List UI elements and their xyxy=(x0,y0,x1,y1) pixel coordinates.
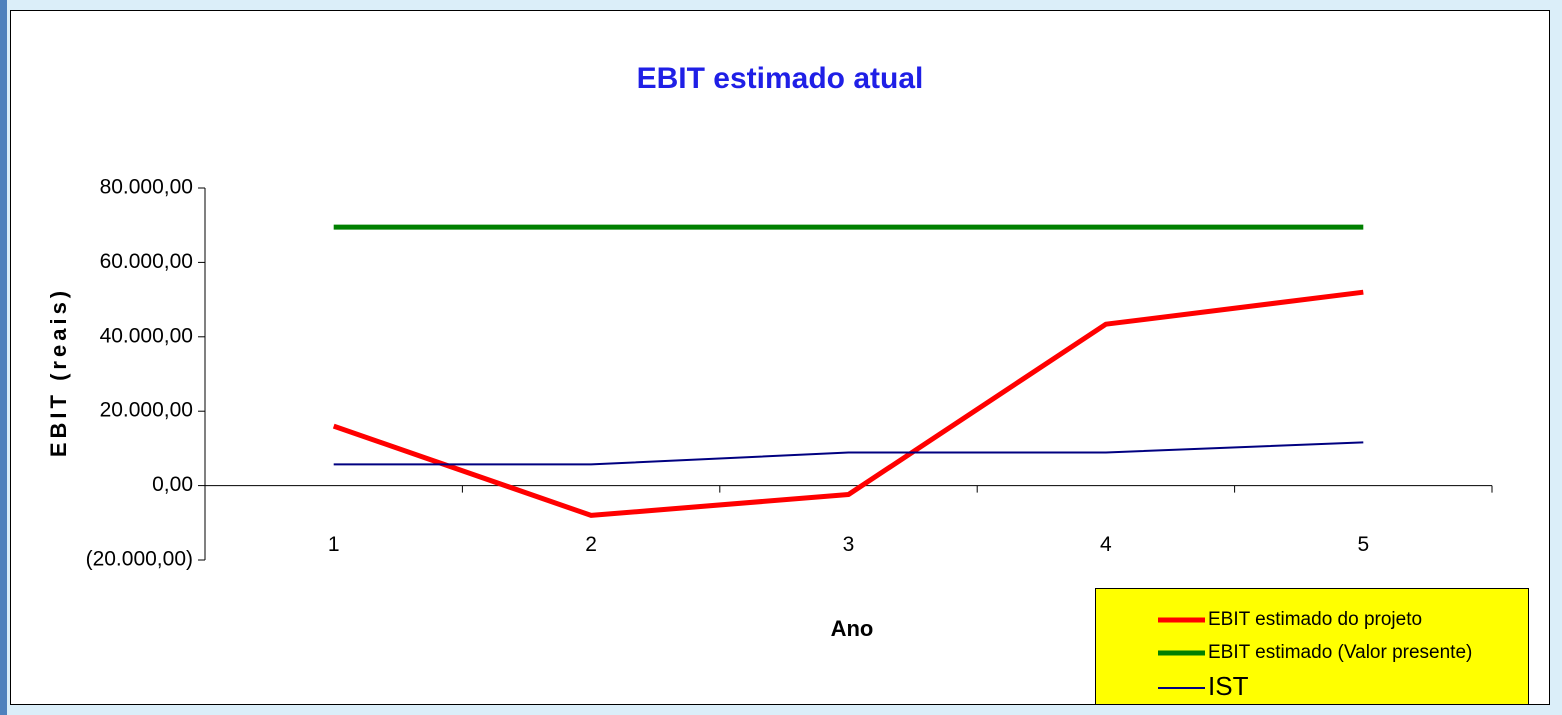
legend-box xyxy=(1095,588,1529,705)
legend-label: EBIT estimado (Valor presente) xyxy=(1208,642,1472,663)
x-axis-label: Ano xyxy=(831,616,874,641)
x-tick-label: 3 xyxy=(843,533,855,556)
x-tick-label: 4 xyxy=(1100,533,1112,556)
y-tick-label: 40.000,00 xyxy=(100,324,193,347)
y-tick-label: (20.000,00) xyxy=(86,548,193,571)
legend-label: EBIT estimado do projeto xyxy=(1208,609,1422,630)
x-tick-label: 5 xyxy=(1357,533,1369,556)
x-tick-label: 2 xyxy=(585,533,597,556)
y-tick-label: 0,00 xyxy=(152,473,193,496)
series-line xyxy=(332,289,1364,518)
plot: (20.000,00) 0,00 20.000,00 40.000,00 60.000,… xyxy=(86,176,1493,571)
y-tick-label: 20.000,00 xyxy=(100,399,193,422)
y-axis-label: EBIT (reais) xyxy=(46,287,71,457)
chart-title: EBIT estimado atual xyxy=(637,62,924,95)
series-line xyxy=(333,441,1364,466)
y-tick-label: 80.000,00 xyxy=(100,176,193,199)
legend: EBIT estimado do projeto EBIT estimado (V… xyxy=(1158,609,1472,701)
left-edge xyxy=(0,0,7,715)
x-tick-label: 1 xyxy=(328,533,340,556)
y-tick-label: 60.000,00 xyxy=(100,250,193,273)
legend-label: IST xyxy=(1208,671,1249,701)
